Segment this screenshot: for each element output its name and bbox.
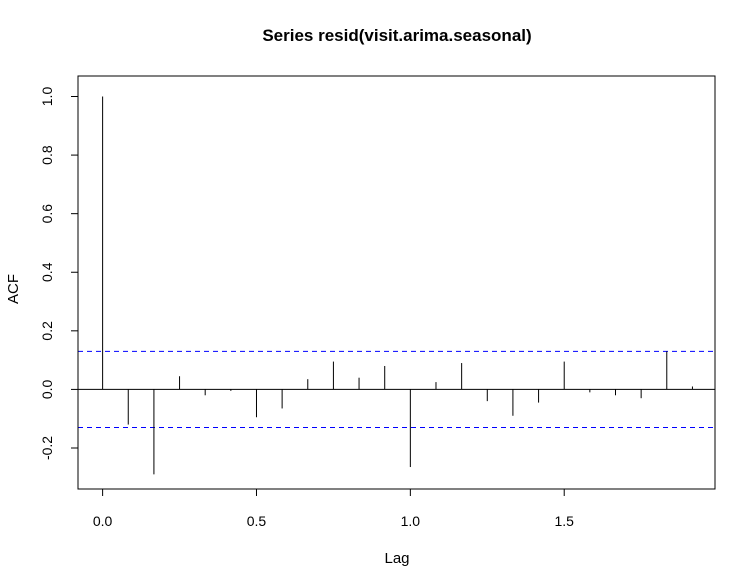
y-tick-label: 0.2 xyxy=(39,321,55,341)
y-tick-label: -0.2 xyxy=(39,436,55,460)
y-axis-label: ACF xyxy=(5,274,22,304)
y-tick-label: 0.4 xyxy=(39,262,55,282)
y-tick-label: 0.6 xyxy=(39,204,55,224)
chart-marks: 0.0 0.5 1.0 1.5 -0.2 0.0 0.2 0.4 0.6 0.8 1.0 xyxy=(39,87,715,529)
chart-title: Series resid(visit.arima.seasonal) xyxy=(262,26,531,45)
y-tick-label: 0.0 xyxy=(39,379,55,399)
x-tick-label: 0.0 xyxy=(93,513,113,529)
y-tick-label: 0.8 xyxy=(39,145,55,165)
x-tick-label: 1.5 xyxy=(554,513,574,529)
x-tick-label: 0.5 xyxy=(247,513,267,529)
x-tick-label: 1.0 xyxy=(401,513,421,529)
y-tick-label: 1.0 xyxy=(39,87,55,107)
x-axis-label: Lag xyxy=(384,550,409,567)
